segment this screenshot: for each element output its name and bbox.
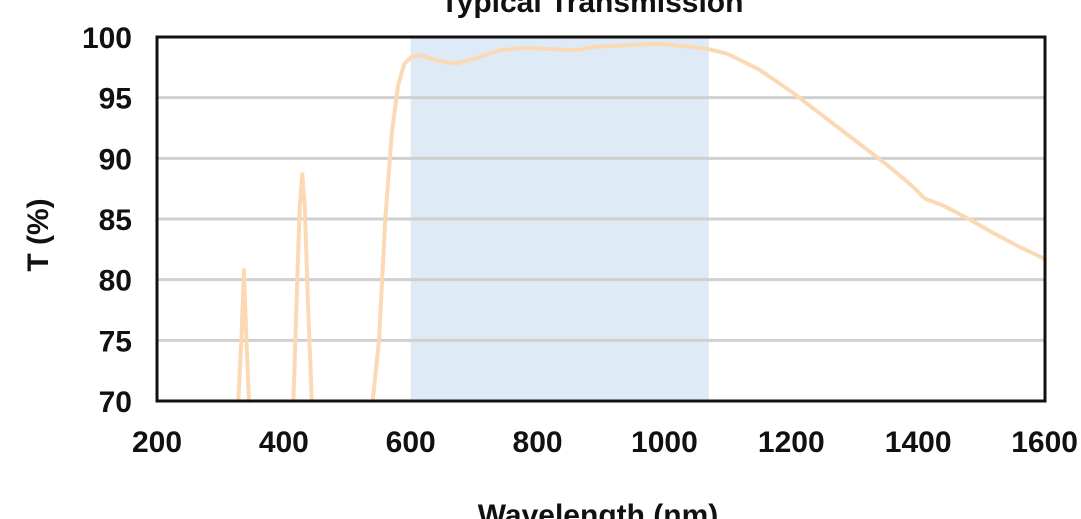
x-tick-label: 1200 [758, 426, 825, 459]
x-tick-label: 600 [386, 426, 436, 459]
y-axis-label: T (%) [22, 198, 55, 271]
x-tick-label: 1400 [885, 426, 952, 459]
series-line [236, 268, 251, 403]
x-tick-label: 800 [513, 426, 563, 459]
y-tick-label: 80 [99, 265, 132, 298]
series-layer [236, 42, 1047, 403]
y-tick-label: 75 [99, 325, 132, 358]
x-tick-label: 1600 [1011, 426, 1078, 459]
x-tick-label: 1000 [631, 426, 698, 459]
x-tick-labels: 200 400 600 800 1000 1200 1400 1600 [132, 426, 1078, 459]
y-tick-labels: 70 75 80 85 90 95 100 [82, 22, 132, 419]
y-tick-label: 85 [99, 204, 132, 237]
y-tick-label: 95 [99, 83, 132, 116]
x-tick-label: 400 [259, 426, 309, 459]
plot-frame [155, 35, 1047, 403]
series-line [291, 172, 314, 403]
x-axis-label: Wavelength (nm) [478, 499, 719, 519]
y-tick-label: 100 [82, 22, 132, 55]
series-line [370, 42, 1047, 403]
x-tick-label: 200 [132, 426, 182, 459]
y-tick-label: 70 [99, 386, 132, 419]
y-tick-label: 90 [99, 143, 132, 176]
chart-title: Typical Transmission [441, 0, 744, 19]
